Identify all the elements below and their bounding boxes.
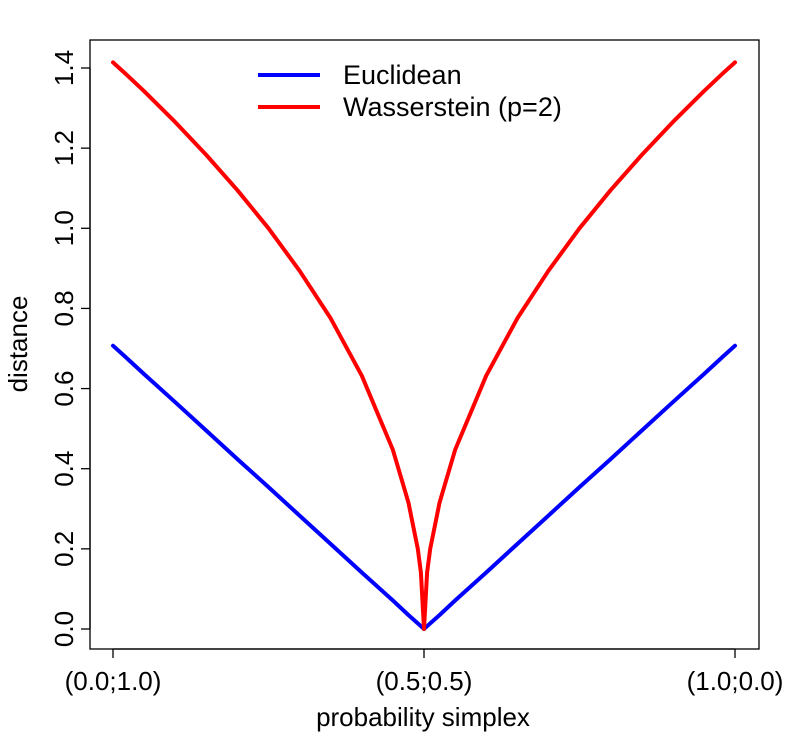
y-axis: 0.0 0.2 0.4 0.6 0.8 1.0 1.2 1.4 [49, 50, 91, 647]
y-tick-label: 0.2 [49, 531, 79, 567]
series-line-euclidean [111, 343, 737, 631]
y-tick-label: 0.0 [49, 611, 79, 647]
y-tick-label: 1.4 [49, 50, 79, 86]
x-axis-title: probability simplex [316, 702, 530, 732]
y-tick-label: 0.6 [49, 370, 79, 406]
legend-label-wasserstein-p-2: Wasserstein (p=2) [343, 92, 562, 122]
y-tick-label: 1.0 [49, 210, 79, 246]
x-axis: (0.0;1.0) (0.5;0.5) (1.0;0.0) [65, 648, 784, 696]
x-tick-label: (0.0;1.0) [65, 666, 162, 696]
y-axis-title: distance [3, 296, 33, 393]
legend-label-euclidean: Euclidean [343, 60, 462, 90]
series-line-wasserstein-p-2 [111, 60, 737, 631]
x-tick-label: (1.0;0.0) [687, 666, 784, 696]
y-tick-label: 1.2 [49, 130, 79, 166]
y-tick-label: 0.4 [49, 451, 79, 487]
y-tick-label: 0.8 [49, 290, 79, 326]
x-tick-label: (0.5;0.5) [376, 666, 473, 696]
plot-frame [89, 39, 760, 650]
series-layer [111, 60, 737, 631]
